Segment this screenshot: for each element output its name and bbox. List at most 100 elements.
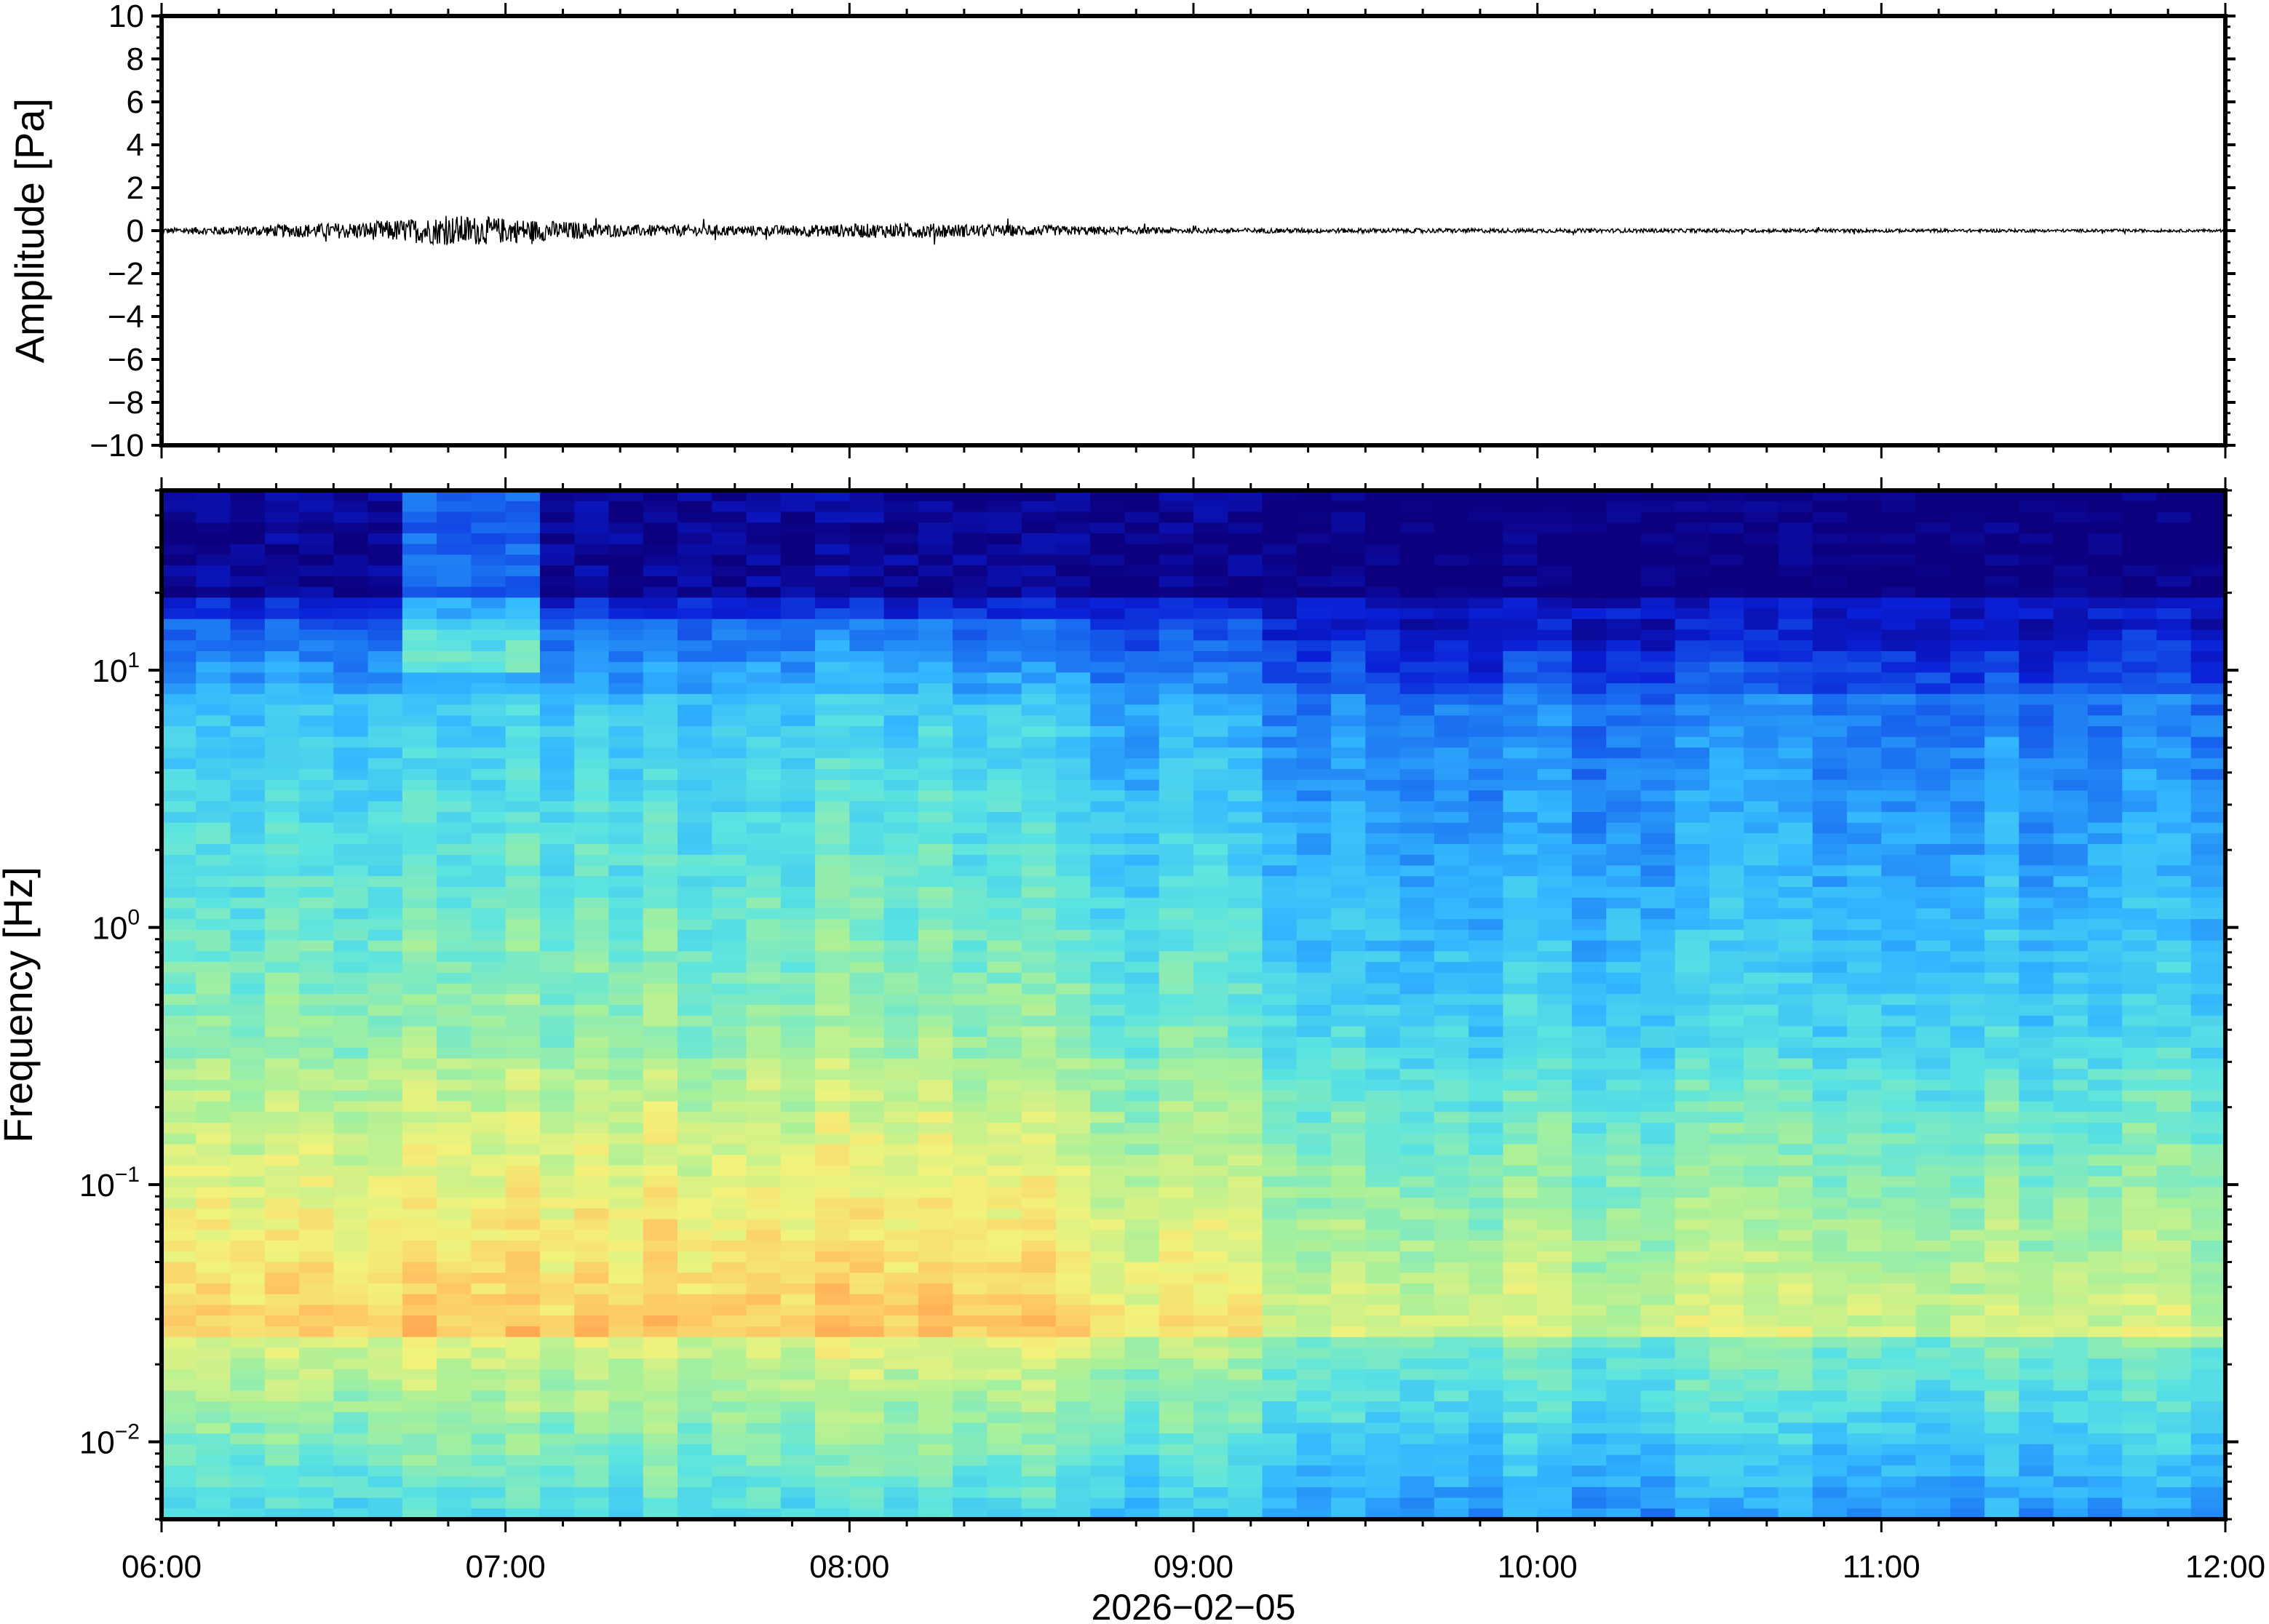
spectrogram-cell [746, 994, 782, 1006]
spectrogram-cell [1674, 876, 1710, 888]
spectrogram-cell [1744, 811, 1779, 824]
spectrogram-cell [1399, 490, 1435, 502]
spectrogram-cell [1744, 597, 1779, 609]
spectrogram-cell [196, 1294, 231, 1306]
spectrogram-cell [2053, 1005, 2089, 1016]
spectrogram-cell [2190, 1080, 2225, 1091]
spectrogram-cell [677, 672, 713, 684]
spectrogram-cell [2190, 1262, 2225, 1274]
spectrogram-cell [1744, 1219, 1779, 1231]
spectrogram-cell [1469, 512, 1504, 523]
spectrogram-cell [643, 1208, 678, 1220]
spectrogram-cell [1228, 1133, 1263, 1145]
spectrogram-cell [402, 544, 437, 556]
spectrogram-cell [1434, 833, 1469, 845]
spectrogram-cell [471, 1165, 506, 1177]
spectrogram-cell [712, 597, 747, 609]
spectrogram-cell [1296, 822, 1332, 835]
spectrogram-cell [1228, 1058, 1263, 1070]
spectrogram-cell [1228, 522, 1263, 534]
spectrogram-cell [1744, 1326, 1779, 1338]
spectrogram-cell [2087, 790, 2123, 802]
spectrogram-cell [1159, 768, 1194, 781]
spectrogram-cell [1503, 1123, 1538, 1134]
spectrogram-cell [953, 844, 988, 856]
spectrogram-cell [1881, 758, 1917, 770]
spectrogram-cell [299, 1208, 335, 1220]
spectrogram-cell [299, 736, 335, 749]
spectrogram-cell [1812, 1047, 1848, 1059]
spectrogram-cell [1399, 790, 1435, 802]
spectrogram-cell [1915, 1273, 1951, 1284]
spectrogram-cell [1331, 1251, 1367, 1263]
spectrogram-cell [1296, 1198, 1332, 1209]
spectrogram-cell [437, 951, 472, 963]
spectrogram-cell [1674, 1219, 1710, 1231]
spectrogram-cell [987, 1219, 1022, 1231]
spectrogram-cell [1709, 1026, 1745, 1038]
spectrogram-cell [1228, 758, 1263, 770]
spectrogram-cell [849, 565, 885, 577]
spectrogram-cell [1159, 801, 1194, 813]
spectrogram-cell [987, 597, 1022, 609]
spectrogram-cell [1950, 865, 1985, 877]
spectrogram-cell [1021, 983, 1057, 995]
spectrogram-cell [402, 1219, 437, 1231]
spectrogram-cell [1090, 940, 1126, 952]
spectrogram-cell [574, 661, 610, 674]
spectrogram-cell [1950, 597, 1985, 609]
spectrogram-cell [1055, 1230, 1091, 1241]
spectrogram-cell [333, 501, 369, 513]
spectrogram-cell [162, 1348, 197, 1359]
spectrogram-cell [1744, 1262, 1779, 1274]
spectrogram-cell [1812, 758, 1848, 770]
spectrogram-cell [2019, 822, 2054, 835]
spectrogram-cell [230, 1262, 266, 1274]
spectrogram-cell [2122, 1273, 2158, 1284]
spectrogram-cell [1881, 1165, 1917, 1177]
spectrogram-cell [1984, 919, 2020, 931]
spectrogram-cell [608, 544, 644, 556]
spectrogram-cell [883, 1273, 919, 1284]
spectrogram-cell [677, 586, 713, 599]
spectrogram-cell [780, 779, 816, 792]
spectrogram-cell [162, 747, 197, 760]
spectrogram-cell [780, 962, 816, 974]
spectrogram-cell [574, 886, 610, 899]
spectrogram-cell [264, 865, 300, 877]
spectrogram-cell [1950, 726, 1985, 738]
spectrogram-cell [1915, 672, 1951, 684]
spectrogram-cell [264, 1069, 300, 1080]
spectrogram-cell [437, 565, 472, 577]
spectrogram-cell [883, 1208, 919, 1220]
spectrogram-cell [1606, 544, 1642, 556]
spectrogram-cell [196, 629, 231, 642]
spectrogram-cell [1950, 1294, 1985, 1306]
spectrogram-cell [1021, 1069, 1057, 1080]
spectrogram-cell [1709, 715, 1745, 727]
spectrogram-cell [2190, 983, 2225, 995]
spectrogram-cell [1709, 576, 1745, 588]
spectrogram-cell [2156, 1187, 2192, 1198]
spectrogram-cell [1055, 661, 1091, 674]
spectrogram-cell [1744, 640, 1779, 652]
spectrogram-cell [712, 1069, 747, 1080]
spectrogram-cell [1159, 1219, 1194, 1231]
spectrogram-cell [505, 661, 541, 674]
spectrogram-cell [1537, 1187, 1573, 1198]
spectrogram-cell [815, 940, 851, 952]
spectrogram-cell [1434, 951, 1469, 963]
spectrogram-cell [1262, 618, 1298, 631]
spectrogram-cell [780, 704, 816, 717]
spectrogram-cell [367, 533, 403, 545]
spectrogram-cell [608, 554, 644, 566]
spectrogram-cell [1055, 1133, 1091, 1145]
spectrogram-cell [1055, 650, 1091, 663]
spectrogram-cell [1674, 1155, 1710, 1166]
spectrogram-cell [1434, 693, 1469, 706]
spectrogram-cell [712, 618, 747, 631]
spectrogram-cell [746, 897, 782, 909]
spectrogram-cell [987, 1112, 1022, 1123]
spectrogram-cell [1571, 994, 1607, 1006]
spectrogram-cell [539, 1273, 575, 1284]
